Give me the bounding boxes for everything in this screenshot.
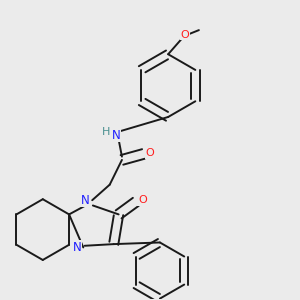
Text: H: H <box>102 128 110 137</box>
Text: N: N <box>112 129 121 142</box>
Text: O: O <box>181 30 189 40</box>
Text: O: O <box>138 195 147 205</box>
Text: N: N <box>73 241 82 254</box>
Text: N: N <box>81 194 89 207</box>
Text: O: O <box>146 148 154 158</box>
